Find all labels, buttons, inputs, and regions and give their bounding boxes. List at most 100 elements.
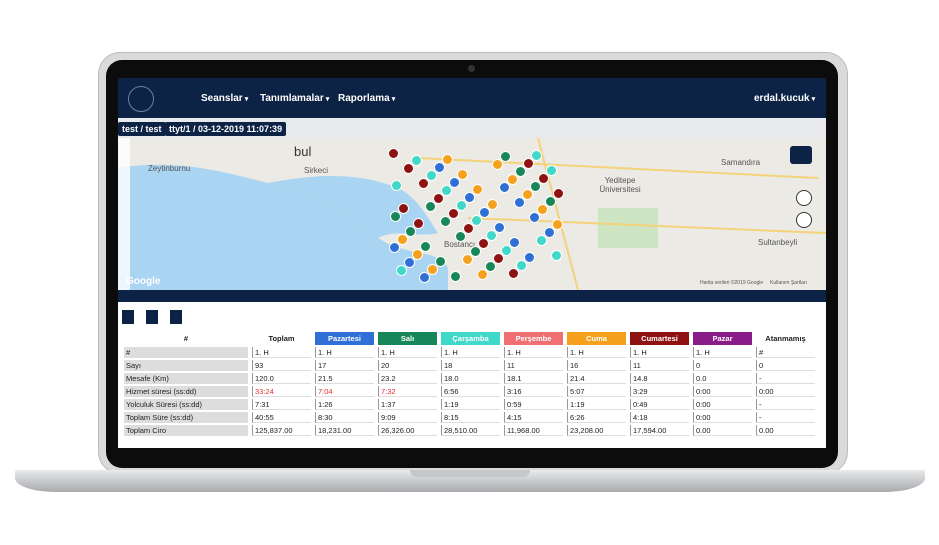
marker (545, 196, 556, 207)
cell: 0.00 (756, 425, 815, 436)
marker (551, 250, 562, 261)
marker (405, 226, 416, 237)
row-label: Hizmet süresi (ss:dd) (124, 386, 248, 397)
subheader-cell: 1. H (504, 347, 563, 358)
cell: 7:31 (252, 399, 311, 410)
marker (434, 162, 445, 173)
cell: 0:00 (693, 386, 752, 397)
row-label: Mesafe (Km) (124, 373, 248, 384)
cell: 0:59 (504, 399, 563, 410)
cell: 1:19 (567, 399, 626, 410)
marker (478, 238, 489, 249)
subheader-cell: 1. H (315, 347, 374, 358)
zoom-out[interactable] (796, 212, 812, 228)
nav-item[interactable]: Seanslar (201, 93, 248, 104)
marker (404, 257, 415, 268)
marker (515, 166, 526, 177)
user-menu[interactable]: erdal.kucuk (754, 93, 815, 104)
cell: 1:26 (315, 399, 374, 410)
marker (396, 265, 407, 276)
marker (508, 268, 519, 279)
map-label: Sultanbeyli (758, 238, 798, 247)
map[interactable]: Zeytinburnu Sirkeci bul Samandıra Yedite… (118, 138, 826, 290)
corner: # (183, 334, 189, 343)
cell: 120.0 (252, 373, 311, 384)
marker (501, 245, 512, 256)
marker (419, 272, 430, 283)
toolbar (118, 118, 826, 138)
cell: 1:37 (378, 399, 437, 410)
plan-tag[interactable]: ttyt/1 / 03-12-2019 11:07:39 (165, 122, 287, 136)
marker (524, 252, 535, 263)
column-header: Cumartesi (630, 332, 689, 345)
panel-bar (118, 290, 826, 302)
cell: 4:18 (630, 412, 689, 423)
marker (552, 219, 563, 230)
marker (499, 182, 510, 193)
cell: - (756, 373, 815, 384)
cell: 28,510.00 (441, 425, 500, 436)
logo (128, 86, 154, 112)
cell: 6:26 (567, 412, 626, 423)
marker (412, 249, 423, 260)
terms[interactable]: Kullanım Şartları (770, 280, 807, 286)
marker (456, 200, 467, 211)
marker (455, 231, 466, 242)
cell: 20 (378, 360, 437, 371)
row: Toplam Ciro 125,837.00 18,231.00 26,326.00 2… (124, 425, 815, 436)
marker (477, 269, 488, 280)
cell: 4:15 (504, 412, 563, 423)
summary-table: # Toplam Pazartesi Salı Çarşamba Perşembe Cuma… (120, 330, 819, 438)
cell: 33:24 (252, 386, 311, 397)
subheader-cell: 1. H (378, 347, 437, 358)
row-label: Toplam Ciro (124, 425, 248, 436)
cell: 11 (630, 360, 689, 371)
marker (487, 199, 498, 210)
marker (470, 246, 481, 257)
session-tag[interactable]: test / test (118, 122, 166, 136)
cell: 0 (756, 360, 815, 371)
column-header: Pazar (693, 332, 752, 345)
subheader-cell: # (756, 347, 815, 358)
row: Toplam Süre (ss:dd) 40:55 8:30 9:09 8:15 4:15… (124, 412, 815, 423)
map-label: Sirkeci (304, 166, 329, 175)
map-label: Yeditepe Üniversitesi (599, 176, 641, 194)
map-label: Zeytinburnu (148, 164, 191, 173)
row: Mesafe (Km) 120.0 21.5 23.2 18.0 18.1 21.4 14.8… (124, 373, 815, 384)
marker (391, 180, 402, 191)
marker (425, 201, 436, 212)
column-header: Salı (378, 332, 437, 345)
marker (479, 207, 490, 218)
cell: 17 (315, 360, 374, 371)
marker (413, 218, 424, 229)
marker (448, 208, 459, 219)
cell: 16 (567, 360, 626, 371)
marker (546, 165, 557, 176)
cell: 8:30 (315, 412, 374, 423)
cell: 0 (693, 360, 752, 371)
zoom-in[interactable] (796, 190, 812, 206)
map-base (118, 138, 826, 290)
row: Yolculuk Süresi (ss:dd) 7:31 1:26 1:37 1:19 0… (124, 399, 815, 410)
cell: 93 (252, 360, 311, 371)
map-label: Samandıra (721, 158, 761, 167)
marker (531, 150, 542, 161)
row-label: Sayı (124, 360, 248, 371)
cell: 9:09 (378, 412, 437, 423)
row: Hizmet süresi (ss:dd) 33:24 7:04 7:32 6:56 3:… (124, 386, 815, 397)
nav-item[interactable]: Raporlama (338, 93, 395, 104)
marker (397, 234, 408, 245)
marker (522, 189, 533, 200)
column-header: Atanmamış (765, 334, 806, 343)
marker (403, 163, 414, 174)
tab-icons[interactable] (122, 310, 188, 324)
subheader-cell: 1. H (441, 347, 500, 358)
marker (426, 170, 437, 181)
marker (411, 155, 422, 166)
nav-item[interactable]: Tanımlamalar (260, 93, 329, 104)
cell: 23.2 (378, 373, 437, 384)
search-button[interactable] (790, 146, 812, 164)
cell: 5:07 (567, 386, 626, 397)
cell: 14.8 (630, 373, 689, 384)
cell: 21.5 (315, 373, 374, 384)
